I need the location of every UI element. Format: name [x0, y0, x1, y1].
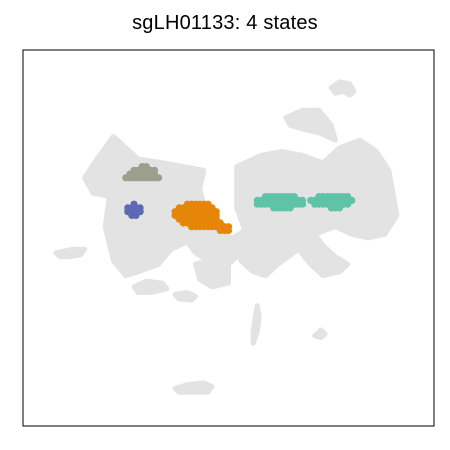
plot-frame	[22, 49, 435, 427]
state-series-1	[124, 200, 144, 219]
state-2-point-69	[224, 226, 233, 235]
background-region-10	[250, 303, 262, 346]
state-0-point-21	[150, 166, 159, 174]
background-region-11	[312, 327, 328, 341]
state-3-point-67	[335, 204, 344, 212]
state-series-3	[253, 193, 356, 212]
background-region-0	[82, 134, 227, 279]
state-series-2	[171, 200, 233, 235]
background-region-2	[234, 137, 400, 279]
background-cells	[53, 79, 400, 395]
chart-title: sgLH01133: 4 states	[132, 12, 318, 34]
background-region-9	[172, 380, 215, 395]
state-0-point-23	[142, 163, 150, 171]
background-region-7	[131, 278, 170, 295]
highlighted-states	[122, 163, 356, 235]
background-region-4	[283, 107, 338, 143]
state-3-point-56	[344, 200, 352, 208]
state-1-point-7	[136, 204, 144, 212]
background-region-6	[53, 246, 88, 260]
state-3-point-64	[344, 193, 352, 201]
state-2-point-36	[204, 200, 212, 208]
background-region-5	[328, 79, 357, 98]
background-region-8	[172, 290, 199, 303]
state-1-point-9	[132, 211, 140, 219]
state-series-0	[122, 163, 163, 182]
state-1-point-10	[130, 200, 138, 208]
state-3-point-31	[290, 193, 298, 201]
state-3-point-23	[298, 200, 307, 208]
state-3-point-36	[286, 204, 294, 212]
background-region-3	[295, 231, 351, 279]
